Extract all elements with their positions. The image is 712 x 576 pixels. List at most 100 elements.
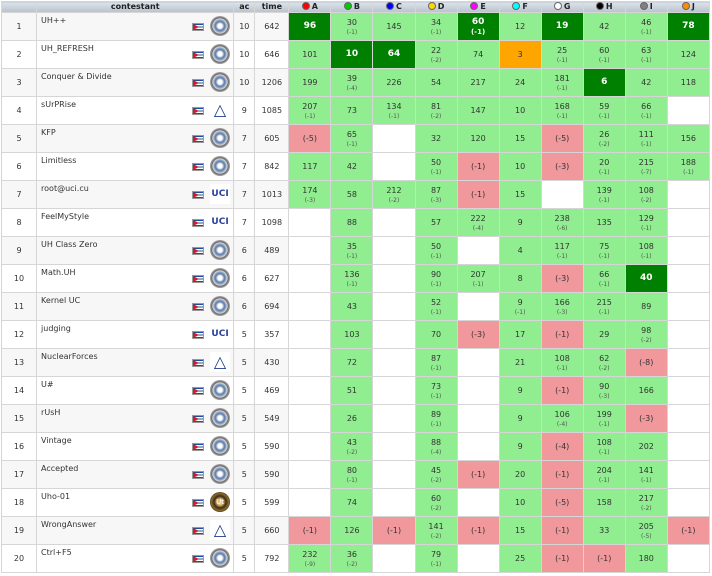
team-row[interactable]: 18 Uho-01 Ut 5 599 74 60 (-2) 10 (-5) 158 217 (-2): [0, 488, 711, 517]
team-name[interactable]: sUrPRise: [41, 100, 77, 109]
team-row[interactable]: 4 sUrPRise △ 9 1085 207 (-1) 73 134 (-1) 81 (-2) 147…: [0, 96, 711, 125]
team-name[interactable]: root@uci.cu: [41, 184, 89, 193]
problem-header[interactable]: A: [288, 1, 332, 13]
team-row[interactable]: 8 FeelMyStyle UCI 7 1098 88 57 222 (-4) 9 238 (-6) 1…: [0, 208, 711, 237]
team-row[interactable]: 13 NuclearForces △ 5 430 72 87 (-1) 21 108 (-1) 62(…: [0, 348, 711, 377]
contestant-cell[interactable]: Kernel UC: [36, 292, 235, 321]
team-row[interactable]: 6 Limitless 7 842 117 42 50 (-1) (-1) 10 (-3) 20 (-1…: [0, 152, 711, 181]
team-row[interactable]: 9 UH Class Zero 6 489 35 (-1) 50 (-1) 4 117 (-1) 75…: [0, 236, 711, 265]
problem-cell: 60 (-1): [456, 12, 500, 41]
rank-cell: 14: [0, 376, 38, 405]
team-name[interactable]: Math.UH: [41, 268, 76, 277]
contestant-cell[interactable]: Conquer & Divide: [36, 68, 235, 97]
team-row[interactable]: 15 rUsH 5 549 26 89 (-1) 9 106 (-4) 199 (-1) (-3): [0, 404, 711, 433]
contestant-cell[interactable]: Accepted: [36, 460, 235, 489]
problem-header[interactable]: B: [330, 1, 374, 13]
problem-attempts: (-1): [683, 168, 694, 176]
team-row[interactable]: 3 Conquer & Divide 10 1206 199 39 (-4) 226 54 217…: [0, 68, 711, 97]
team-row[interactable]: 2 UH_REFRESH 10 646 101 10 64 22 (-2) 74 3 25 (-1) 60…: [0, 40, 711, 69]
problem-cell: 29: [582, 320, 626, 349]
contestant-cell[interactable]: UH_REFRESH: [36, 40, 235, 69]
team-row[interactable]: 17 Accepted 5 590 80 (-1) 45 (-2) (-1) 20 (-1) 204(…: [0, 460, 711, 489]
team-name[interactable]: WrongAnswer: [41, 520, 97, 529]
contestant-cell[interactable]: Math.UH: [36, 264, 235, 293]
team-row[interactable]: 20 Ctrl+F5 5 792 232 (-9) 36 (-2) 79 (-1) 25 (-1) (-…: [0, 544, 711, 573]
contestant-cell[interactable]: Limitless: [36, 152, 235, 181]
institution-logo-icon: [210, 16, 231, 36]
problem-cell: 59 (-1): [582, 96, 626, 125]
contestant-cell[interactable]: KFP: [36, 124, 235, 153]
team-row[interactable]: 5 KFP 7 605 (-5) 65 (-1) 32 120 15 (-5) 26 (-2) 111 (-…: [0, 124, 711, 153]
team-row[interactable]: 7 root@uci.cu UCI 7 1013 174 (-3) 58 212 (-2) 87 (-…: [0, 180, 711, 209]
problem-score: 62: [599, 353, 610, 363]
problem-cell: 212 (-2): [372, 180, 416, 209]
time-cell: 627: [254, 264, 290, 293]
team-name[interactable]: Kernel UC: [41, 296, 81, 305]
problem-cell: 63 (-1): [624, 40, 668, 69]
contestant-cell[interactable]: sUrPRise △: [36, 96, 235, 125]
contestant-cell[interactable]: U#: [36, 376, 235, 405]
team-name[interactable]: Vintage: [41, 436, 72, 445]
team-name[interactable]: rUsH: [41, 408, 61, 417]
team-row[interactable]: 14 U# 5 469 51 73 (-1) 9 (-1) 90 (-3) 166: [0, 376, 711, 405]
team-name[interactable]: UH++: [41, 16, 67, 25]
problem-cell: 205 (-5): [624, 516, 668, 545]
problem-cell: 9: [498, 432, 542, 461]
team-row[interactable]: 10 Math.UH 6 627 136 (-1) 90 (-1) 207 (-1) 8 (-3) 66…: [0, 264, 711, 293]
team-name[interactable]: NuclearForces: [41, 352, 98, 361]
problem-score: 57: [430, 218, 442, 227]
contestant-cell[interactable]: Vintage: [36, 432, 235, 461]
problem-cell: (-1): [540, 516, 584, 545]
time-header[interactable]: time: [254, 1, 290, 13]
team-row[interactable]: 1 UH++ 10 642 96 30 (-1) 145 34 (-1) 60 (-1) 12 19 42 4…: [0, 12, 711, 41]
problem-header[interactable]: D: [414, 1, 458, 13]
problem-cell: 207 (-1): [288, 96, 332, 125]
problem-score: 207: [470, 269, 486, 279]
balloon-icon: [553, 2, 562, 10]
team-name[interactable]: FeelMyStyle: [41, 212, 90, 221]
team-row[interactable]: 16 Vintage 5 590 43 (-2) 88 (-4) 9 (-4) 108 (-1) 202: [0, 432, 711, 461]
problem-header[interactable]: J: [666, 1, 711, 13]
institution-logo-icon: [210, 380, 231, 400]
team-name[interactable]: Ctrl+F5: [41, 548, 72, 557]
team-name[interactable]: UH_REFRESH: [41, 44, 94, 53]
problem-header[interactable]: G: [540, 1, 584, 13]
problem-header[interactable]: C: [372, 1, 416, 13]
problem-cell: [666, 376, 711, 405]
contestant-cell[interactable]: WrongAnswer △: [36, 516, 235, 545]
ac-header[interactable]: ac: [233, 1, 256, 13]
team-name[interactable]: U#: [41, 380, 54, 389]
team-name[interactable]: judging: [41, 324, 71, 333]
problem-cell: [372, 152, 416, 181]
team-name[interactable]: Limitless: [41, 156, 77, 165]
problem-header[interactable]: H: [582, 1, 626, 13]
problem-attempts: (-2): [430, 476, 442, 484]
problem-score: 10: [515, 498, 526, 507]
problem-header[interactable]: F: [498, 1, 542, 13]
contestant-cell[interactable]: root@uci.cu UCI: [36, 180, 235, 209]
contestant-cell[interactable]: Uho-01 Ut: [36, 488, 235, 517]
contestant-cell[interactable]: UH Class Zero: [36, 236, 235, 265]
team-row[interactable]: 12 judging UCI 5 357 103 70 (-3) 17 (-1) 29 98 (-2): [0, 320, 711, 349]
contestant-cell[interactable]: UH++: [36, 12, 235, 41]
team-name[interactable]: KFP: [41, 128, 56, 137]
problem-header[interactable]: E: [456, 1, 500, 13]
team-name[interactable]: Conquer & Divide: [41, 72, 112, 81]
team-row[interactable]: 11 Kernel UC 6 694 43 52 (-1) 9 (-1) 166 (-3) 215 (-…: [0, 292, 711, 321]
team-name[interactable]: Uho-01: [41, 492, 71, 501]
institution-logo-icon: [210, 548, 231, 568]
contestant-cell[interactable]: FeelMyStyle UCI: [36, 208, 235, 237]
contestant-cell[interactable]: Ctrl+F5: [36, 544, 235, 573]
contestant-cell[interactable]: rUsH: [36, 404, 235, 433]
team-row[interactable]: 19 WrongAnswer △ 5 660 (-1) 126 (-1) 141 (-2) (-1)…: [0, 516, 711, 545]
team-name[interactable]: Accepted: [41, 464, 79, 473]
time-cell: 642: [254, 12, 290, 41]
problem-cell: 88: [330, 208, 374, 237]
contestant-cell[interactable]: judging UCI: [36, 320, 235, 349]
team-name[interactable]: UH Class Zero: [41, 240, 98, 249]
contestant-header[interactable]: contestant: [36, 1, 235, 13]
problem-attempts: (-1): [598, 112, 610, 120]
problem-cell: (-5): [288, 124, 332, 153]
contestant-cell[interactable]: NuclearForces △: [36, 348, 235, 377]
problem-header[interactable]: I: [624, 1, 668, 13]
